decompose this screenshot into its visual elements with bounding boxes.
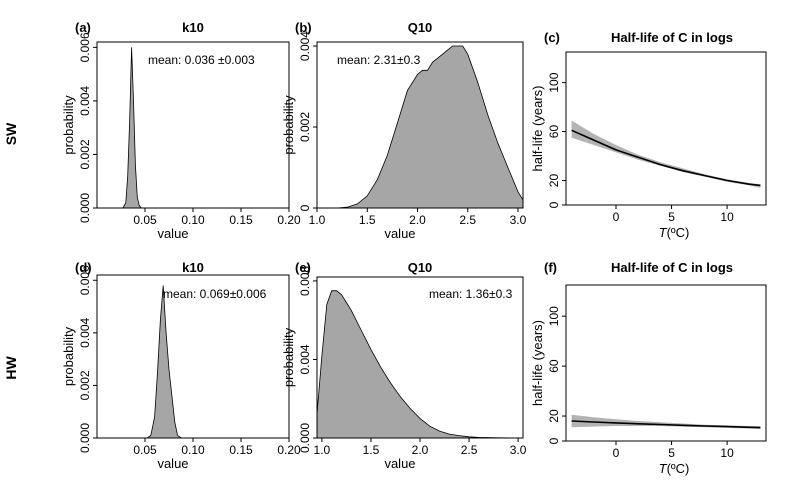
chart-panel-d: (d) k10 0.05 0.10 0.15 0.20 0.000 0.002 0.004 0.0… [61,260,301,471]
x-axis-label: value [384,456,415,471]
x-tick-label: 0.10 [181,213,205,227]
y-tick-label: 60 [547,125,561,139]
chart-panel-a: (a) k10 0.05 0.10 0.15 0.20 0.000 0.002 0.004 0.0… [61,20,301,241]
mean-line [571,129,761,187]
x-tick-label: 0.15 [229,213,253,227]
panel-label: (b) [295,20,312,35]
y-tick-label: 0.000 [298,423,312,453]
x-tick-label: 1.0 [309,213,326,227]
y-tick-label: 20 [547,409,561,423]
chart-title: Half-life of C in logs [611,30,733,45]
y-tick-label: 0.000 [78,193,92,223]
x-tick-label: 5 [668,446,675,460]
x-tick-label: 2.0 [409,213,426,227]
mean-annotation: mean: 2.31±0.3 [337,53,421,67]
y-tick-label: 0.004 [78,317,92,347]
chart-title: k10 [182,20,204,35]
y-tick-label: 0.002 [78,139,92,169]
y-tick-label: 0.000 [78,423,92,453]
y-axis-label: half-life (years) [530,320,545,406]
panel-label: (a) [75,20,91,35]
x-axis-label: T(ºC) [659,225,690,240]
x-tick-label: 1.0 [314,443,331,457]
confidence-band [571,120,761,188]
x-tick-label: 2.0 [412,443,429,457]
y-tick-label: 0.004 [78,86,92,116]
y-tick-label: 0.006 [78,265,92,295]
x-tick-label: 0 [613,210,620,224]
x-tick-label: 0.05 [133,213,157,227]
x-tick-label: 0.10 [181,443,205,457]
x-tick-label: 1.5 [363,443,380,457]
chart-title: k10 [182,260,204,275]
density-area [145,285,183,439]
chart-title: Q10 [408,260,433,275]
panel-label: (c) [544,30,560,45]
x-tick-label: 2.5 [461,443,478,457]
x-tick-label: 10 [720,210,734,224]
y-tick-label: 0 [547,201,561,208]
x-tick-label: 0.20 [277,213,301,227]
x-tick-label: 0.05 [133,443,157,457]
x-tick-label: 3.0 [510,443,527,457]
row-label-hw: HW [3,356,19,380]
x-tick-label: 3.0 [510,213,527,227]
y-tick-label: 0 [547,437,561,444]
chart-title: Half-life of C in logs [611,260,733,275]
density-area [337,45,524,209]
chart-panel-e: (e) Q10 1.0 1.5 2.0 2.5 3.0 0.000 0.004 0.008 valu… [281,260,527,471]
plot-frame [565,284,767,442]
y-tick-label: 100 [547,72,561,92]
y-tick-label: 0.006 [78,32,92,62]
y-axis-label: half-life (years) [530,86,545,172]
panel-label: (f) [544,260,557,275]
x-axis-label-unit: (ºC) [667,225,690,240]
y-tick-label: 0.002 [78,370,92,400]
y-axis-label: probability [281,327,296,387]
y-axis-label: probability [281,95,296,155]
y-tick-label: 60 [547,359,561,373]
x-axis-label: value [384,226,415,241]
y-tick-label: 100 [547,306,561,326]
y-tick-label: 0.008 [298,266,312,296]
x-tick-label: 0.15 [229,443,253,457]
x-tick-label: 0 [613,446,620,460]
x-axis-label-var: T [659,461,668,476]
y-axis-label: probability [61,95,76,155]
y-axis-label: probability [61,326,76,386]
y-tick-label: 0.002 [298,112,312,142]
chart-title: Q10 [408,20,433,35]
x-axis-label: value [157,456,188,471]
x-axis-label: value [157,226,188,241]
plot-frame [316,41,524,209]
panel-label: (d) [75,260,92,275]
mean-line [571,420,761,429]
row-label-sw: SW [3,122,19,145]
density-area [316,290,519,439]
y-tick-label: 0.004 [298,31,312,61]
y-tick-label: 0.004 [298,344,312,374]
panel-label: (e) [295,260,311,275]
x-tick-label: 5 [668,210,675,224]
density-area [122,47,142,209]
mean-annotation: mean: 0.069±0.006 [163,287,267,301]
x-axis-label-unit: (ºC) [667,461,690,476]
y-tick-label: 0 [298,204,312,211]
mean-annotation: mean: 1.36±0.3 [429,287,513,301]
x-tick-label: 0.20 [277,443,301,457]
x-axis-label-var: T [659,225,668,240]
y-tick-label: 20 [547,174,561,188]
mean-annotation: mean: 0.036 ±0.003 [148,53,255,67]
x-tick-label: 2.5 [459,213,476,227]
x-tick-label: 10 [720,446,734,460]
chart-panel-b: (b) Q10 1.0 1.5 2.0 2.5 3.0 0 0.002 0.004 value pro… [281,20,527,241]
plot-frame [565,51,767,206]
x-axis-label: T(ºC) [659,461,690,476]
x-tick-label: 1.5 [359,213,376,227]
